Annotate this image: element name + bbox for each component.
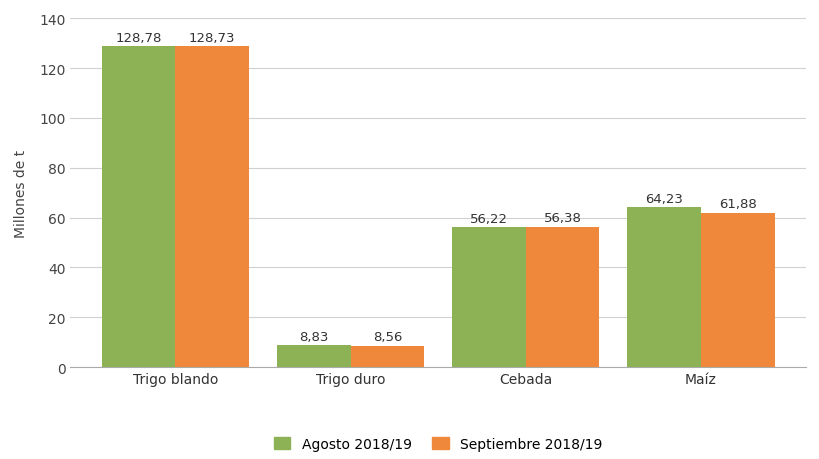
- Text: 8,83: 8,83: [299, 330, 328, 343]
- Bar: [451, 228, 525, 367]
- Legend: Agosto 2018/19, Septiembre 2018/19: Agosto 2018/19, Septiembre 2018/19: [266, 430, 609, 458]
- Y-axis label: Millones de t: Millones de t: [14, 149, 28, 237]
- Text: 61,88: 61,88: [718, 198, 756, 211]
- Text: 56,38: 56,38: [543, 212, 581, 224]
- Text: 56,22: 56,22: [469, 212, 507, 225]
- Bar: [102, 47, 175, 367]
- Bar: [700, 213, 774, 367]
- Text: 128,78: 128,78: [115, 32, 161, 45]
- Text: 64,23: 64,23: [645, 192, 682, 205]
- Bar: [175, 47, 249, 367]
- Bar: [525, 227, 599, 367]
- Bar: [627, 207, 700, 367]
- Text: 8,56: 8,56: [372, 330, 401, 343]
- Text: 128,73: 128,73: [188, 32, 235, 45]
- Bar: [351, 346, 423, 367]
- Bar: [277, 345, 351, 367]
